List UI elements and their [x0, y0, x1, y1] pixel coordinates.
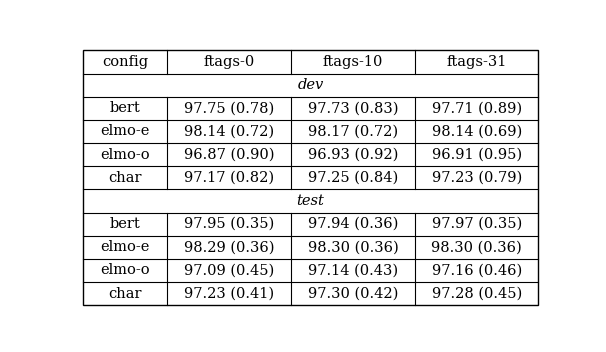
Text: char: char [108, 287, 142, 301]
Text: char: char [108, 171, 142, 185]
Text: 97.30 (0.42): 97.30 (0.42) [308, 287, 398, 301]
Text: 96.87 (0.90): 96.87 (0.90) [184, 147, 275, 162]
Text: ftags-0: ftags-0 [204, 55, 255, 69]
Text: bert: bert [110, 217, 141, 231]
Text: 98.30 (0.36): 98.30 (0.36) [308, 240, 398, 254]
Text: bert: bert [110, 101, 141, 115]
Text: 97.73 (0.83): 97.73 (0.83) [308, 101, 398, 115]
Text: 97.97 (0.35): 97.97 (0.35) [431, 217, 522, 231]
Text: elmo-o: elmo-o [100, 147, 150, 162]
Text: 96.93 (0.92): 96.93 (0.92) [308, 147, 398, 162]
Text: elmo-e: elmo-e [100, 125, 150, 138]
Text: 97.75 (0.78): 97.75 (0.78) [184, 101, 274, 115]
Text: 97.94 (0.36): 97.94 (0.36) [308, 217, 398, 231]
Text: 98.30 (0.36): 98.30 (0.36) [431, 240, 522, 254]
Text: ftags-10: ftags-10 [323, 55, 383, 69]
Text: 97.09 (0.45): 97.09 (0.45) [184, 263, 274, 277]
Text: config: config [102, 55, 148, 69]
Text: 97.25 (0.84): 97.25 (0.84) [308, 171, 398, 185]
Text: 98.29 (0.36): 98.29 (0.36) [184, 240, 275, 254]
Text: elmo-o: elmo-o [100, 263, 150, 277]
Text: 97.23 (0.41): 97.23 (0.41) [184, 287, 274, 301]
Text: elmo-e: elmo-e [100, 240, 150, 254]
Text: 97.95 (0.35): 97.95 (0.35) [184, 217, 274, 231]
Text: dev: dev [298, 78, 324, 92]
Text: 98.14 (0.69): 98.14 (0.69) [431, 125, 522, 138]
Text: 98.17 (0.72): 98.17 (0.72) [308, 125, 398, 138]
Text: 97.16 (0.46): 97.16 (0.46) [431, 263, 522, 277]
Text: 97.71 (0.89): 97.71 (0.89) [431, 101, 522, 115]
Text: 97.14 (0.43): 97.14 (0.43) [308, 263, 398, 277]
Text: 97.17 (0.82): 97.17 (0.82) [184, 171, 274, 185]
Text: ftags-31: ftags-31 [447, 55, 507, 69]
Text: 97.28 (0.45): 97.28 (0.45) [431, 287, 522, 301]
Text: 97.23 (0.79): 97.23 (0.79) [431, 171, 522, 185]
Text: test: test [297, 194, 324, 208]
Text: 98.14 (0.72): 98.14 (0.72) [184, 125, 274, 138]
Text: 96.91 (0.95): 96.91 (0.95) [431, 147, 522, 162]
